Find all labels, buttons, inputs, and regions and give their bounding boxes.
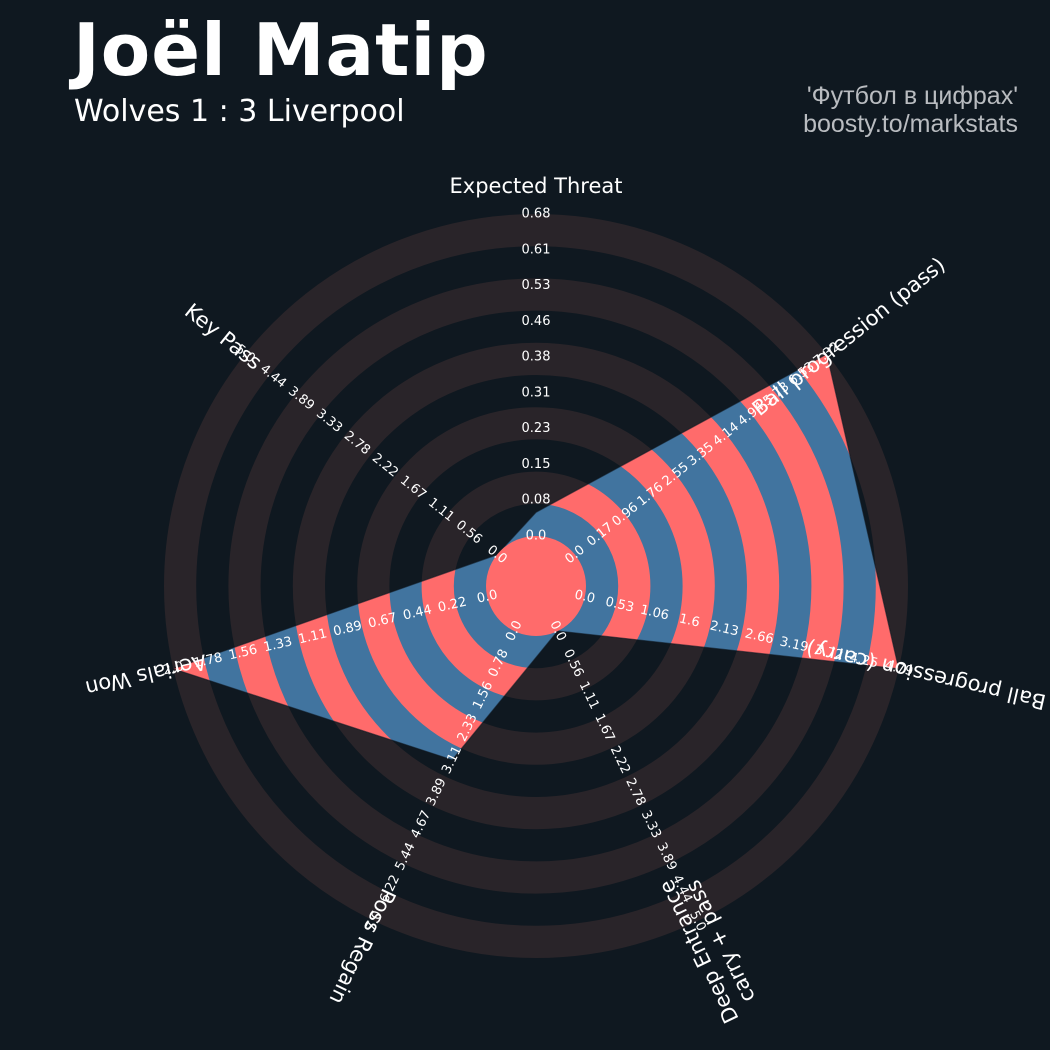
tick-label: 0.08: [522, 493, 551, 508]
tick-label: 1.6: [678, 611, 702, 630]
tick-label: 1.56: [227, 642, 259, 663]
tick-label: 1.33: [262, 634, 294, 655]
parameter-label: Ball progression (carry): [804, 636, 1048, 714]
tick-label: 0.61: [522, 242, 551, 257]
tick-label: 3.72: [813, 642, 845, 663]
tick-label: 0.38: [522, 350, 551, 365]
player-name-title: Joël Matip: [73, 8, 489, 92]
center-disc: [486, 536, 586, 636]
tick-label: 0.53: [522, 278, 551, 293]
tick-label: 0.23: [522, 421, 551, 436]
parameter-label-line: Key Pass: [180, 299, 266, 375]
tick-label: 4.25: [848, 650, 880, 671]
tick-label: 4.79: [883, 658, 915, 679]
parameter-label: Key Pass: [180, 299, 266, 375]
parameter-label-line: Ball progression (carry): [804, 636, 1048, 714]
tick-label: 4.44: [257, 362, 289, 392]
parameter-label-line: Expected Threat: [450, 174, 623, 198]
tick-label: 0.22: [437, 595, 469, 616]
tick-label: 2.0: [162, 659, 186, 678]
value-polygon-outline: [171, 353, 900, 761]
tick-label: 3.19: [778, 634, 810, 655]
tick-label: 2.66: [743, 626, 775, 647]
tick-label: 0.31: [522, 385, 551, 400]
background-ring: [164, 214, 908, 958]
tick-label: 3.33: [638, 808, 664, 841]
tick-label: 0.46: [522, 314, 551, 329]
tick-label: 4.67: [408, 808, 434, 841]
tick-label: 1.78: [192, 650, 224, 671]
tick-label: 2.13: [709, 618, 741, 639]
credit-url: boosty.to/markstats: [803, 110, 1018, 138]
tick-label: 0.68: [522, 207, 551, 222]
credit-block: 'Футбол в цифрах' boosty.to/markstats: [803, 82, 1018, 138]
tick-label: 3.33: [313, 406, 345, 436]
tick-label: 1.11: [297, 626, 329, 647]
tick-label: 0.53: [604, 595, 636, 616]
tick-label: 1.06: [639, 602, 671, 623]
parameter-label: Expected Threat: [450, 174, 623, 198]
tick-label: 0.44: [402, 602, 434, 623]
tick-label: 1.11: [576, 679, 602, 712]
tick-label: 0.0: [573, 587, 597, 606]
tick-label: 0.15: [522, 457, 551, 472]
tick-label: 0.89: [332, 618, 364, 639]
tick-label: 2.22: [607, 744, 633, 777]
tick-label: 0.0: [526, 529, 547, 544]
match-subtitle: Wolves 1 : 3 Liverpool: [74, 94, 405, 129]
tick-label: 0.0: [476, 587, 500, 606]
tick-label: 0.67: [367, 610, 399, 631]
credit-channel: 'Футбол в цифрах': [806, 82, 1018, 110]
